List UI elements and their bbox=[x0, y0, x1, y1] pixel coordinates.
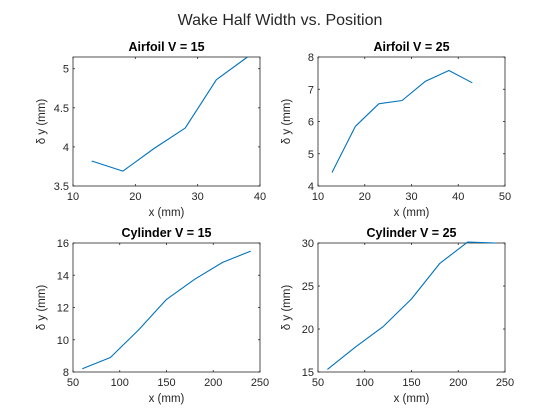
subplot-title: Cylinder V = 15 bbox=[122, 226, 212, 240]
y-tick-label: 10 bbox=[57, 335, 69, 347]
y-axis-label: δ y (mm) bbox=[36, 99, 48, 145]
x-tick-label: 50 bbox=[67, 377, 79, 389]
y-tick-label: 14 bbox=[57, 270, 69, 282]
plot-area bbox=[317, 242, 506, 373]
y-axis-label: δ y (mm) bbox=[281, 99, 293, 145]
x-tick-label: 100 bbox=[356, 377, 374, 389]
x-tick-label: 200 bbox=[449, 377, 467, 389]
subplot-cylinder-15: 50 100 150 200 250 8 10 12 14 16 Cylinder V = 15 x … bbox=[36, 226, 269, 405]
data-line bbox=[91, 56, 248, 172]
data-line bbox=[327, 241, 496, 370]
y-tick-label: 5 bbox=[63, 64, 69, 76]
y-axis-label: δ y (mm) bbox=[36, 285, 48, 331]
subplot-airfoil-15: 10 20 30 40 3.5 4 4.5 5 Airfoil V = 15 x (mm) δ y … bbox=[36, 40, 266, 219]
x-tick-label: 150 bbox=[402, 377, 420, 389]
plot-area bbox=[317, 56, 506, 187]
plot-area bbox=[72, 242, 261, 373]
x-tick-label: 200 bbox=[204, 377, 222, 389]
x-axis-label: x (mm) bbox=[394, 207, 430, 219]
y-tick-label: 8 bbox=[63, 367, 69, 379]
x-tick-label: 20 bbox=[129, 191, 141, 203]
y-tick-label: 4 bbox=[308, 181, 314, 193]
x-tick-label: 40 bbox=[452, 191, 464, 203]
y-tick-label: 8 bbox=[308, 52, 314, 64]
x-tick-label: 30 bbox=[192, 191, 204, 203]
y-tick-label: 4 bbox=[63, 142, 69, 154]
y-tick-label: 25 bbox=[302, 281, 314, 293]
y-tick-label: 6 bbox=[308, 117, 314, 129]
figure-title: Wake Half Width vs. Position bbox=[178, 12, 383, 29]
data-line bbox=[82, 250, 251, 370]
x-axis-label: x (mm) bbox=[149, 207, 185, 219]
plot-area bbox=[72, 56, 261, 187]
subplot-title: Airfoil V = 25 bbox=[373, 40, 449, 54]
y-tick-label: 5 bbox=[308, 149, 314, 161]
x-tick-label: 50 bbox=[312, 377, 324, 389]
subplot-title: Airfoil V = 15 bbox=[128, 40, 204, 54]
x-tick-label: 100 bbox=[111, 377, 129, 389]
x-tick-label: 150 bbox=[157, 377, 175, 389]
y-tick-label: 30 bbox=[302, 238, 314, 250]
y-tick-label: 20 bbox=[302, 324, 314, 336]
y-tick-label: 16 bbox=[57, 238, 69, 250]
subplot-cylinder-25: 50 100 150 200 250 15 20 25 30 Cylinder V = 25 x (… bbox=[281, 226, 514, 405]
subplot-airfoil-25: 10 20 30 40 50 4 5 6 7 8 Airfoil V = 25 x (mm) δ y (… bbox=[281, 40, 511, 219]
x-tick-label: 40 bbox=[254, 191, 266, 203]
y-axis-label: δ y (mm) bbox=[281, 285, 293, 331]
x-tick-label: 10 bbox=[312, 191, 324, 203]
y-tick-label: 3.5 bbox=[54, 181, 69, 193]
y-tick-label: 12 bbox=[57, 303, 69, 315]
x-tick-label: 250 bbox=[496, 377, 514, 389]
x-tick-label: 250 bbox=[251, 377, 269, 389]
x-tick-label: 50 bbox=[499, 191, 511, 203]
x-tick-label: 20 bbox=[359, 191, 371, 203]
x-axis-label: x (mm) bbox=[149, 393, 185, 405]
y-tick-label: 15 bbox=[302, 367, 314, 379]
y-tick-label: 7 bbox=[308, 84, 314, 96]
data-line bbox=[331, 69, 473, 173]
subplot-title: Cylinder V = 25 bbox=[367, 226, 457, 240]
x-tick-label: 30 bbox=[405, 191, 417, 203]
x-axis-label: x (mm) bbox=[394, 393, 430, 405]
y-tick-label: 4.5 bbox=[54, 103, 69, 115]
x-tick-label: 10 bbox=[67, 191, 79, 203]
